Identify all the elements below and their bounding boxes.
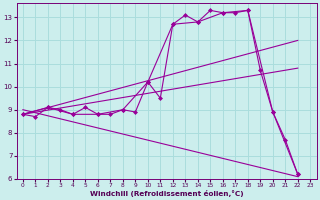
X-axis label: Windchill (Refroidissement éolien,°C): Windchill (Refroidissement éolien,°C) bbox=[90, 190, 244, 197]
